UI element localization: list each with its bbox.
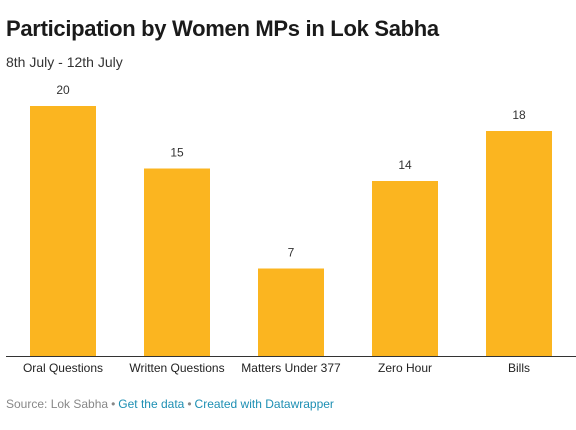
source-note: Source: Lok Sabha <box>6 397 109 411</box>
bars-group <box>30 106 552 356</box>
bar-value-label: 15 <box>170 146 184 160</box>
footer-separator: • <box>111 397 116 411</box>
bar <box>30 106 96 356</box>
bar-value-label: 7 <box>288 246 295 260</box>
footer-separator: • <box>187 397 192 411</box>
category-label: Written Questions <box>129 361 224 375</box>
chart-footer: Source: Lok Sabha • Get the data • Created w… <box>6 397 334 411</box>
category-label: Zero Hour <box>378 361 432 375</box>
value-labels-group: 20 15 7 14 18 <box>56 83 526 260</box>
category-label: Oral Questions <box>23 361 103 375</box>
chart-subtitle: 8th July - 12th July <box>6 54 123 70</box>
bar-value-label: 18 <box>512 108 526 122</box>
category-label: Bills <box>508 361 530 375</box>
bar <box>372 181 438 356</box>
chart-title: Participation by Women MPs in Lok Sabha <box>6 16 439 41</box>
bar-chart: 20 15 7 14 18 Oral Questions Written Question… <box>6 83 576 375</box>
get-data-link[interactable]: Get the data <box>118 397 185 411</box>
bar-value-label: 20 <box>56 83 70 97</box>
bar-value-label: 14 <box>398 158 412 172</box>
category-labels-group: Oral Questions Written Questions Matters U… <box>23 361 530 375</box>
bar <box>144 168 210 356</box>
datawrapper-credit-link[interactable]: Created with Datawrapper <box>194 397 334 411</box>
category-label: Matters Under 377 <box>241 361 341 375</box>
bar <box>486 131 552 356</box>
bar <box>258 268 324 356</box>
